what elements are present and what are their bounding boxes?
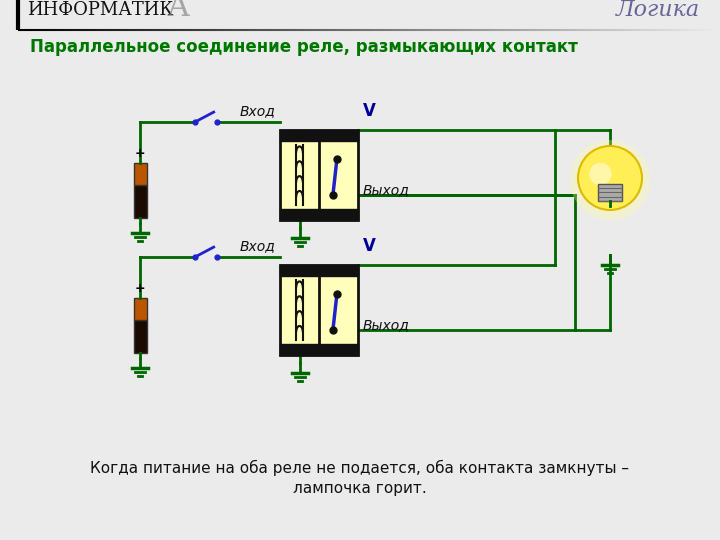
- Text: Вход: Вход: [239, 104, 275, 118]
- Text: Вход: Вход: [239, 239, 275, 253]
- Text: Выход: Выход: [363, 318, 410, 332]
- Text: Выход: Выход: [363, 183, 410, 197]
- Text: лампочка горит.: лампочка горит.: [293, 481, 427, 496]
- Bar: [280, 265, 358, 276]
- Bar: [280, 265, 358, 355]
- Bar: [280, 130, 358, 220]
- Bar: [280, 344, 358, 355]
- Text: V: V: [363, 237, 376, 255]
- Bar: [598, 184, 621, 201]
- Text: Логика: Логика: [616, 0, 700, 21]
- Text: +: +: [135, 147, 145, 160]
- Bar: [133, 163, 146, 185]
- Bar: [280, 209, 358, 220]
- Bar: [280, 130, 358, 141]
- Text: Когда питание на оба реле не подается, оба контакта замкнуты –: Когда питание на оба реле не подается, о…: [91, 460, 629, 476]
- Circle shape: [589, 163, 611, 185]
- Bar: [133, 320, 146, 353]
- Circle shape: [570, 140, 650, 220]
- Text: Параллельное соединение реле, размыкающих контакт: Параллельное соединение реле, размыкающи…: [30, 38, 578, 56]
- Text: V: V: [363, 102, 376, 120]
- Text: А: А: [167, 0, 190, 24]
- Circle shape: [578, 146, 642, 210]
- Bar: [133, 298, 146, 320]
- Text: +: +: [135, 282, 145, 295]
- Bar: [133, 185, 146, 218]
- Text: ИНФОРМАТИК: ИНФОРМАТИК: [27, 1, 174, 19]
